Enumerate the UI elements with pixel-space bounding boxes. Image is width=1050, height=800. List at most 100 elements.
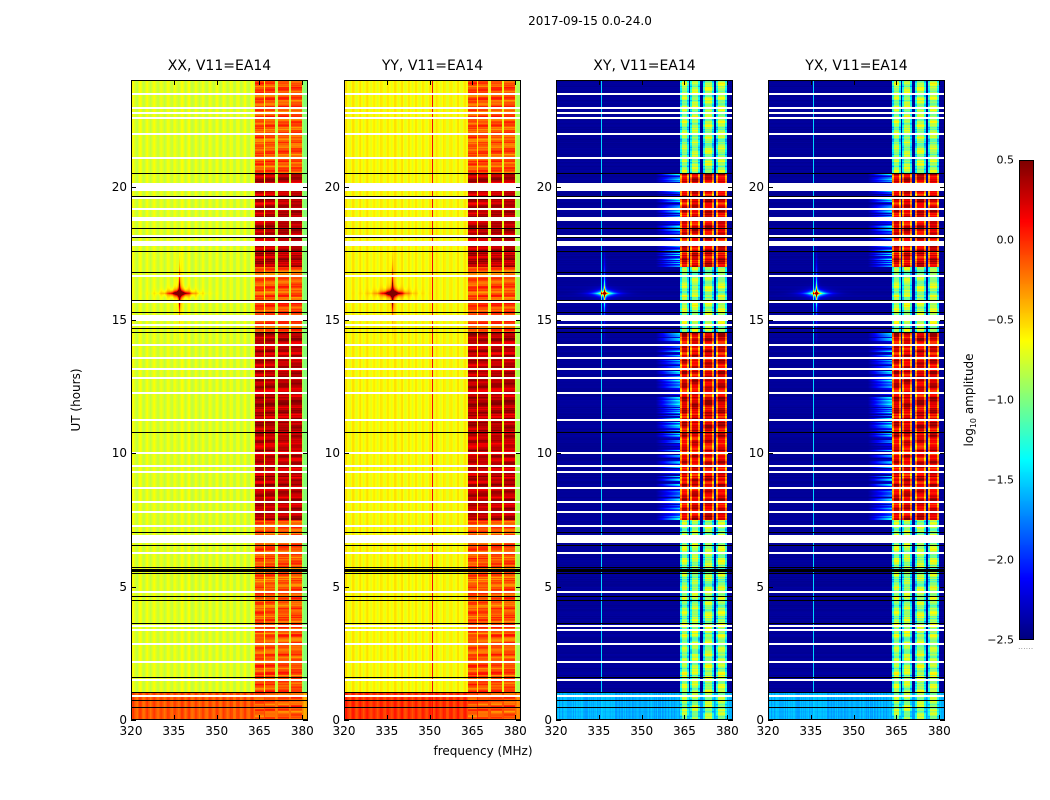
colorbar-label: log10 amplitude xyxy=(962,354,978,447)
y-tick-label: 5 xyxy=(544,579,552,594)
x-tick-mark xyxy=(429,80,431,85)
y-tick-mark xyxy=(303,586,308,588)
x-tick-mark xyxy=(302,715,304,720)
x-tick-mark xyxy=(515,715,517,720)
colorbar-tick-label: 0.0 xyxy=(996,233,1015,247)
colorbar-offset-dots: ...... xyxy=(1018,642,1034,651)
y-tick-label: 15 xyxy=(536,313,552,327)
y-tick-mark xyxy=(303,720,308,721)
x-tick-mark xyxy=(472,715,474,720)
y-tick-label: 10 xyxy=(748,446,764,461)
y-tick-label: 10 xyxy=(536,446,552,461)
y-tick-mark xyxy=(728,720,733,721)
heatmap-xy xyxy=(556,80,733,720)
y-tick-mark xyxy=(768,186,773,188)
colorbar-tick-label: −2.0 xyxy=(987,553,1014,567)
y-tick-mark xyxy=(516,453,521,455)
y-axis-label: UT (hours) xyxy=(69,368,83,432)
panel-xx: XX, V11=EA14 320 335 350 365 380 0 5 10 15 20 xyxy=(112,58,314,738)
y-tick-mark xyxy=(344,320,349,321)
y-tick-label: 0 xyxy=(119,713,127,727)
y-tick-mark xyxy=(556,586,561,588)
y-tick-mark xyxy=(556,186,561,188)
colorbar-gradient xyxy=(1020,161,1033,639)
y-tick-mark xyxy=(940,720,945,721)
x-tick-label: 350 xyxy=(418,724,442,738)
panel-title: YY, V11=EA14 xyxy=(381,58,484,74)
x-tick-label: 320 xyxy=(332,724,356,738)
y-tick-mark xyxy=(516,320,521,321)
x-tick-label: 320 xyxy=(544,724,568,738)
y-tick-mark xyxy=(516,586,521,588)
x-tick-label: 380 xyxy=(290,724,314,738)
x-tick-label: 335 xyxy=(587,724,611,738)
x-tick-mark xyxy=(216,715,218,720)
y-tick-label: 20 xyxy=(111,179,127,194)
y-tick-mark xyxy=(131,320,136,321)
y-tick-label: 10 xyxy=(324,446,340,461)
x-tick-mark xyxy=(684,715,686,720)
y-tick-label: 5 xyxy=(756,579,764,594)
y-tick-label: 20 xyxy=(324,179,340,194)
x-tick-mark xyxy=(810,80,812,85)
y-tick-mark xyxy=(728,453,733,455)
y-tick-mark xyxy=(303,320,308,321)
colorbar-label-rest: amplitude xyxy=(961,353,976,418)
y-tick-mark xyxy=(768,720,773,721)
x-tick-mark xyxy=(472,80,474,85)
y-tick-mark xyxy=(768,453,773,455)
colorbar-tick-label: −2.5 xyxy=(987,633,1014,647)
panel-yx: YX, V11=EA14 320 335 350 365 380 0 5 10 15 20 xyxy=(749,58,951,738)
x-tick-mark xyxy=(939,715,941,720)
x-tick-mark xyxy=(853,715,855,720)
y-tick-mark xyxy=(556,453,561,455)
x-tick-label: 365 xyxy=(885,724,908,738)
x-tick-mark xyxy=(386,715,388,720)
y-tick-mark xyxy=(940,586,945,588)
y-tick-mark xyxy=(940,186,945,188)
x-tick-mark xyxy=(641,715,643,720)
x-tick-mark xyxy=(768,715,769,720)
colorbar-tick-label: −0.5 xyxy=(987,313,1014,327)
x-tick-mark xyxy=(641,80,643,85)
x-tick-mark xyxy=(302,80,304,85)
y-tick-label: 10 xyxy=(111,446,127,461)
y-tick-mark xyxy=(768,320,773,321)
x-tick-mark xyxy=(131,715,132,720)
colorbar xyxy=(1019,160,1034,640)
y-tick-label: 5 xyxy=(332,579,340,594)
x-tick-mark xyxy=(598,715,600,720)
colorbar-label-sub: 10 xyxy=(969,417,979,429)
x-tick-mark xyxy=(768,80,769,85)
x-tick-mark xyxy=(853,80,855,85)
y-tick-label: 15 xyxy=(111,313,127,327)
y-tick-mark xyxy=(131,453,136,455)
x-tick-label: 380 xyxy=(503,724,527,738)
y-tick-mark xyxy=(344,453,349,455)
colorbar-tick-label: 0.5 xyxy=(996,153,1015,167)
y-tick-mark xyxy=(131,186,136,188)
y-tick-mark xyxy=(728,320,733,321)
heatmap-yx xyxy=(768,80,945,720)
y-tick-label: 0 xyxy=(332,713,340,727)
x-tick-mark xyxy=(684,80,686,85)
x-axis-label: frequency (MHz) xyxy=(433,744,533,758)
y-tick-mark xyxy=(556,720,561,721)
x-tick-mark xyxy=(386,80,388,85)
y-tick-mark xyxy=(131,586,136,588)
x-tick-label: 380 xyxy=(927,724,951,738)
panel-title: XX, V11=EA14 xyxy=(167,58,272,74)
x-tick-mark xyxy=(727,80,729,85)
y-tick-mark xyxy=(768,586,773,588)
y-tick-mark xyxy=(940,320,945,321)
x-tick-mark xyxy=(131,80,132,85)
x-tick-mark xyxy=(216,80,218,85)
panel-title: XY, V11=EA14 xyxy=(593,58,696,74)
y-tick-label: 20 xyxy=(536,179,552,194)
x-tick-mark xyxy=(810,715,812,720)
x-tick-mark xyxy=(173,80,175,85)
panel-title: YX, V11=EA14 xyxy=(805,58,908,74)
y-tick-mark xyxy=(344,586,349,588)
y-tick-mark xyxy=(516,720,521,721)
y-tick-mark xyxy=(516,186,521,188)
